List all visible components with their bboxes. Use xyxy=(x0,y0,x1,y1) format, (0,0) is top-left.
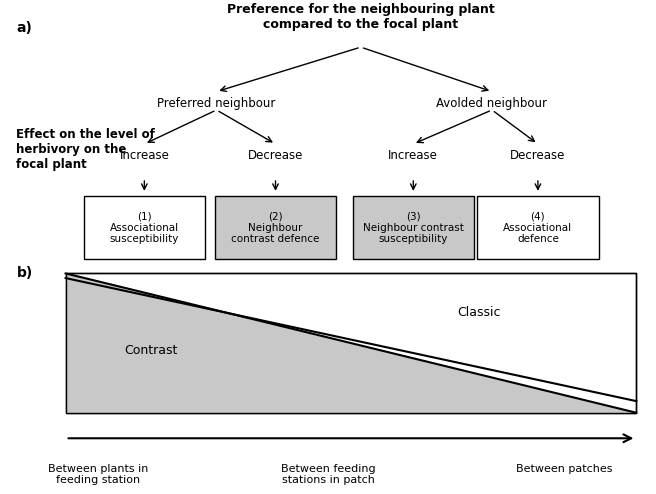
Text: (3)
Neighbour contrast
susceptibility: (3) Neighbour contrast susceptibility xyxy=(363,211,464,245)
Text: Preference for the neighbouring plant
compared to the focal plant: Preference for the neighbouring plant co… xyxy=(227,2,495,31)
Text: Increase: Increase xyxy=(119,149,169,162)
Text: a): a) xyxy=(16,21,32,35)
Text: Contrast: Contrast xyxy=(124,343,178,357)
Bar xyxy=(84,197,205,259)
Bar xyxy=(353,197,474,259)
Text: Decrease: Decrease xyxy=(248,149,303,162)
Text: (4)
Associational
defence: (4) Associational defence xyxy=(503,211,573,245)
Text: Avolded neighbour: Avolded neighbour xyxy=(436,97,548,110)
Text: Between patches: Between patches xyxy=(516,464,613,474)
Text: Between feeding
stations in patch: Between feeding stations in patch xyxy=(281,464,375,486)
Bar xyxy=(477,197,598,259)
Bar xyxy=(66,274,636,413)
Text: (2)
Neighbour
contrast defence: (2) Neighbour contrast defence xyxy=(232,211,319,245)
Text: b): b) xyxy=(16,266,33,281)
Text: Classic: Classic xyxy=(457,306,501,320)
Text: (1)
Associational
susceptibility: (1) Associational susceptibility xyxy=(110,211,179,245)
Text: Effect on the level of
herbivory on the
focal plant: Effect on the level of herbivory on the … xyxy=(16,128,155,171)
Text: Decrease: Decrease xyxy=(510,149,565,162)
Text: Between plants in
feeding station: Between plants in feeding station xyxy=(48,464,149,486)
Text: Preferred neighbour: Preferred neighbour xyxy=(157,97,276,110)
Bar xyxy=(215,197,336,259)
Bar xyxy=(66,274,636,413)
Polygon shape xyxy=(66,274,636,413)
Text: Increase: Increase xyxy=(388,149,438,162)
